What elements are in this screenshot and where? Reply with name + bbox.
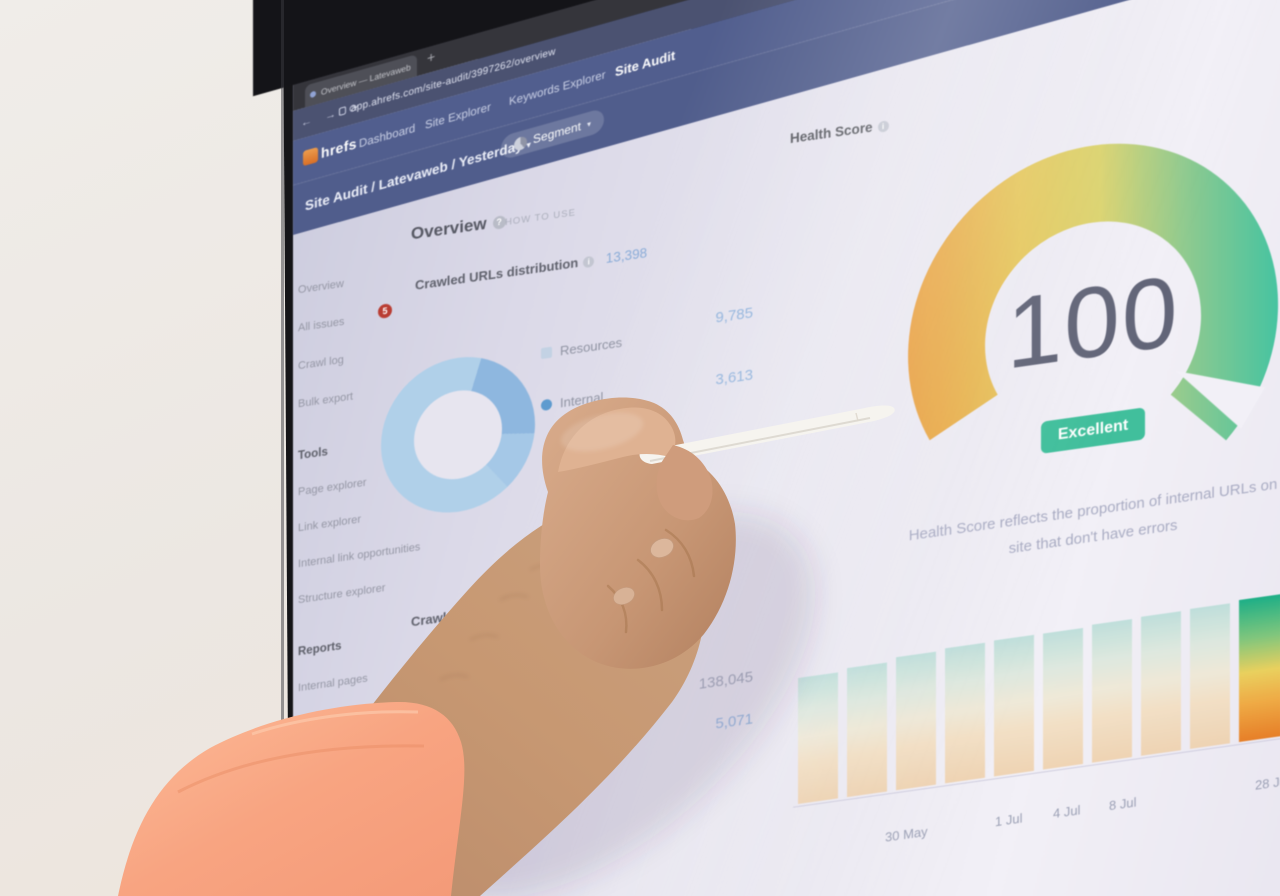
stylus-pen bbox=[639, 405, 895, 464]
index-finger bbox=[656, 445, 713, 521]
pen-tip-seam bbox=[855, 412, 859, 422]
sleeve bbox=[118, 701, 465, 896]
finger-creases bbox=[606, 528, 696, 634]
fingernail bbox=[613, 587, 635, 605]
gauge-arc bbox=[908, 143, 1278, 441]
health-score-gauge bbox=[908, 143, 1278, 441]
fingernail bbox=[650, 537, 674, 559]
gauge-needle-notch bbox=[1176, 370, 1265, 429]
sleeve-fold bbox=[177, 744, 425, 794]
knuckle-highlight bbox=[561, 412, 643, 452]
sleeve-cuff-edge bbox=[251, 710, 419, 736]
bezel-edge-highlight bbox=[281, 0, 284, 896]
ahrefs-site-audit-screen: Overview — Latevaweb + ← → ⟳ app.ahrefs.… bbox=[213, 0, 1280, 896]
